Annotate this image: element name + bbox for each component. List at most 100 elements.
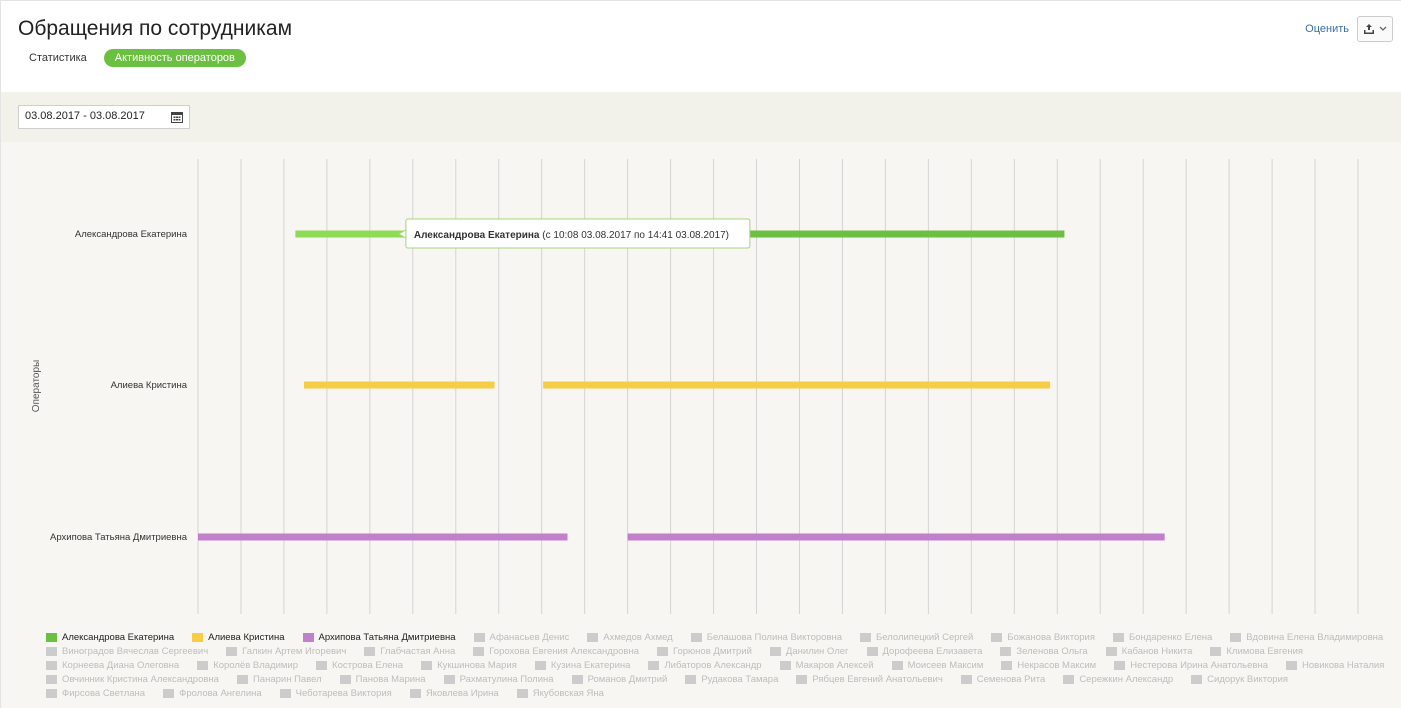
gantt-bar bbox=[543, 381, 1051, 389]
legend-swatch bbox=[1105, 647, 1117, 656]
legend-label: Вдовина Елена Владимировна bbox=[1246, 632, 1384, 643]
legend-item[interactable]: Рудакова Тамара bbox=[685, 673, 778, 686]
legend-item[interactable]: Данилин Олег bbox=[769, 645, 849, 658]
legend-item[interactable]: Ахмедов Ахмед bbox=[587, 631, 673, 644]
calendar-icon[interactable] bbox=[171, 111, 183, 123]
legend-item[interactable]: Зеленова Ольга bbox=[1000, 645, 1088, 658]
legend-swatch bbox=[473, 647, 485, 656]
header: Обращения по сотрудникам Статистика Акти… bbox=[1, 1, 1401, 92]
date-range-value: 03.08.2017 - 03.08.2017 bbox=[25, 110, 145, 122]
legend-item[interactable]: Вдовина Елена Владимировна bbox=[1230, 631, 1383, 644]
legend-swatch bbox=[1191, 675, 1203, 684]
legend-item[interactable]: Семенова Рита bbox=[960, 673, 1046, 686]
legend-item[interactable]: Архипова Татьяна Дмитриевна bbox=[302, 631, 456, 644]
legend-swatch bbox=[226, 647, 238, 656]
legend-item[interactable]: Либаторов Александр bbox=[648, 659, 762, 672]
legend-item[interactable]: Сидорук Виктория bbox=[1191, 673, 1288, 686]
legend-label: Либаторов Александр bbox=[664, 660, 762, 671]
legend-item[interactable]: Кострова Елена bbox=[316, 659, 403, 672]
legend-item[interactable]: Моисеев Максим bbox=[891, 659, 983, 672]
legend-item[interactable]: Чеботарева Виктория bbox=[279, 687, 392, 700]
export-button[interactable] bbox=[1357, 16, 1393, 42]
legend-swatch bbox=[656, 647, 668, 656]
legend-item[interactable]: Александрова Екатерина bbox=[46, 631, 174, 644]
legend-item[interactable]: Афанасьев Денис bbox=[473, 631, 570, 644]
legend-label: Глабчастая Анна bbox=[380, 646, 456, 657]
legend-item[interactable]: Фролова Ангелина bbox=[163, 687, 262, 700]
legend-item[interactable]: Кукшинова Мария bbox=[421, 659, 517, 672]
legend-swatch bbox=[1286, 661, 1297, 670]
legend-swatch bbox=[364, 647, 376, 656]
legend-item[interactable]: Горохова Евгения Александровна bbox=[473, 645, 639, 658]
legend-label: Ахмедов Ахмед bbox=[603, 632, 673, 643]
legend-item[interactable]: Белашова Полина Викторовна bbox=[690, 631, 842, 644]
gantt-bar bbox=[686, 230, 1065, 238]
date-range-input[interactable]: 03.08.2017 - 03.08.2017 bbox=[18, 105, 190, 129]
legend-item[interactable]: Бондаренко Елена bbox=[1113, 631, 1212, 644]
legend-label: Кукшинова Мария bbox=[437, 660, 517, 671]
tooltip-text: Александрова Екатерина (с 10:08 03.08.20… bbox=[414, 230, 729, 241]
legend-item[interactable]: Якубовская Яна bbox=[516, 687, 604, 700]
legend-item[interactable]: Нестерова Ирина Анатольевна bbox=[1114, 659, 1268, 672]
legend-label: Алиева Кристина bbox=[208, 632, 285, 643]
legend-swatch bbox=[796, 675, 808, 684]
legend-label: Сережкин Александр bbox=[1079, 674, 1174, 685]
legend-item[interactable]: Глабчастая Анна bbox=[364, 645, 455, 658]
legend-label: Романов Дмитрий bbox=[587, 674, 668, 685]
legend-item[interactable]: Божанова Виктория bbox=[991, 631, 1095, 644]
legend-label: Горохова Евгения Александровна bbox=[489, 646, 639, 657]
legend-item[interactable]: Климова Евгения bbox=[1210, 645, 1303, 658]
legend-swatch bbox=[409, 689, 421, 698]
legend-item[interactable]: Корнеева Диана Олеговна bbox=[46, 659, 179, 672]
tabs: Статистика Активность операторов bbox=[18, 49, 246, 67]
legend-label: Яковлева Ирина bbox=[425, 688, 499, 699]
legend-swatch bbox=[339, 675, 351, 684]
tooltip-pointer bbox=[397, 229, 407, 239]
legend-item[interactable]: Галкин Артем Игоревич bbox=[226, 645, 346, 658]
rate-link[interactable]: Оценить bbox=[1305, 23, 1349, 35]
legend-item[interactable]: Горюнов Дмитрий bbox=[656, 645, 752, 658]
tab-statistics[interactable]: Статистика bbox=[29, 52, 87, 64]
legend-item[interactable]: Белолипецкий Сергей bbox=[860, 631, 973, 644]
legend-item[interactable]: Сережкин Александр bbox=[1063, 673, 1173, 686]
legend-swatch bbox=[769, 647, 781, 656]
legend-item[interactable]: Дорофеева Елизавета bbox=[866, 645, 983, 658]
tab-operator-activity[interactable]: Активность операторов bbox=[103, 49, 246, 67]
legend-item[interactable]: Овчинник Кристина Александровна bbox=[46, 673, 219, 686]
legend-item[interactable]: Алиева Кристина bbox=[192, 631, 285, 644]
legend-item[interactable]: Виноградов Вячеслав Сергеевич bbox=[46, 645, 208, 658]
legend-swatch bbox=[46, 661, 57, 670]
legend-label: Корнеева Диана Олеговна bbox=[62, 660, 180, 671]
legend-label: Климова Евгения bbox=[1226, 646, 1304, 657]
legend-item[interactable]: Рябцев Евгений Анатольевич bbox=[796, 673, 943, 686]
legend-item[interactable]: Кабанов Никита bbox=[1105, 645, 1192, 658]
legend-item[interactable]: Романов Дмитрий bbox=[571, 673, 668, 686]
legend-item[interactable]: Панова Марина bbox=[339, 673, 426, 686]
chevron-down-icon bbox=[1379, 26, 1387, 32]
legend-item[interactable]: Некрасов Максим bbox=[1001, 659, 1096, 672]
legend-label: Горюнов Дмитрий bbox=[672, 646, 752, 657]
row-label: Алиева Кристина bbox=[111, 380, 188, 391]
legend-item[interactable]: Макаров Алексей bbox=[779, 659, 874, 672]
legend-label: Афанасьев Денис bbox=[489, 632, 570, 643]
legend-item[interactable]: Рахматулина Полина bbox=[443, 673, 554, 686]
legend-item[interactable]: Фирсова Светлана bbox=[46, 687, 145, 700]
legend-swatch bbox=[46, 647, 57, 656]
legend-swatch bbox=[1210, 647, 1222, 656]
legend-item[interactable]: Панарин Павел bbox=[236, 673, 322, 686]
legend-label: Кострова Елена bbox=[332, 660, 404, 671]
legend-swatch bbox=[279, 689, 291, 698]
legend-label: Семенова Рита bbox=[976, 674, 1046, 685]
legend-item[interactable]: Новикова Наталия bbox=[1286, 659, 1384, 672]
legend-label: Фролова Ангелина bbox=[179, 688, 262, 699]
legend-label: Якубовская Яна bbox=[532, 688, 604, 699]
legend-swatch bbox=[866, 647, 878, 656]
chart-legend: Александрова Екатерина Алиева Кристина Арх… bbox=[46, 631, 1391, 700]
legend-item[interactable]: Яковлева Ирина bbox=[409, 687, 499, 700]
legend-item[interactable]: Кузина Екатерина bbox=[534, 659, 630, 672]
legend-swatch bbox=[1114, 661, 1126, 670]
legend-label: Дорофеева Елизавета bbox=[882, 646, 983, 657]
legend-swatch bbox=[991, 633, 1003, 642]
legend-item[interactable]: Королёв Владимир bbox=[197, 659, 298, 672]
